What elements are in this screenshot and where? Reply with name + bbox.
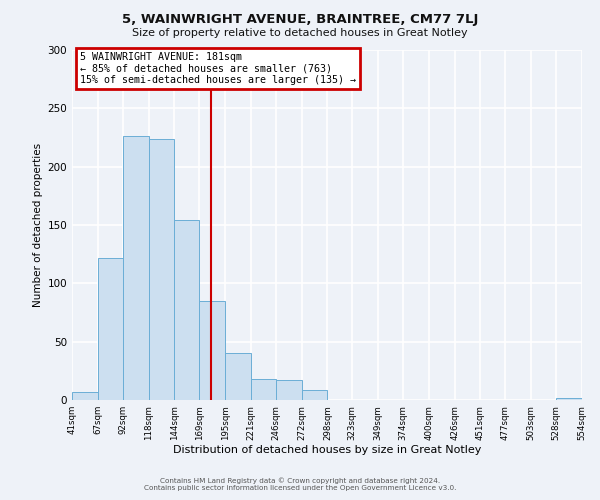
Bar bbox=[175, 220, 199, 400]
X-axis label: Distribution of detached houses by size in Great Notley: Distribution of detached houses by size … bbox=[173, 446, 481, 456]
Bar bbox=[199, 301, 225, 400]
Bar bbox=[149, 138, 175, 400]
Bar bbox=[556, 398, 582, 400]
Text: Contains HM Land Registry data © Crown copyright and database right 2024.
Contai: Contains HM Land Registry data © Crown c… bbox=[144, 478, 456, 491]
Text: Size of property relative to detached houses in Great Notley: Size of property relative to detached ho… bbox=[132, 28, 468, 38]
Bar bbox=[225, 354, 251, 400]
Text: 5, WAINWRIGHT AVENUE, BRAINTREE, CM77 7LJ: 5, WAINWRIGHT AVENUE, BRAINTREE, CM77 7L… bbox=[122, 12, 478, 26]
Y-axis label: Number of detached properties: Number of detached properties bbox=[33, 143, 43, 307]
Text: 5 WAINWRIGHT AVENUE: 181sqm
← 85% of detached houses are smaller (763)
15% of se: 5 WAINWRIGHT AVENUE: 181sqm ← 85% of det… bbox=[80, 52, 356, 85]
Bar bbox=[276, 380, 302, 400]
Bar bbox=[72, 392, 98, 400]
Bar bbox=[302, 390, 328, 400]
Bar bbox=[123, 136, 149, 400]
Bar bbox=[98, 258, 123, 400]
Bar bbox=[251, 379, 276, 400]
